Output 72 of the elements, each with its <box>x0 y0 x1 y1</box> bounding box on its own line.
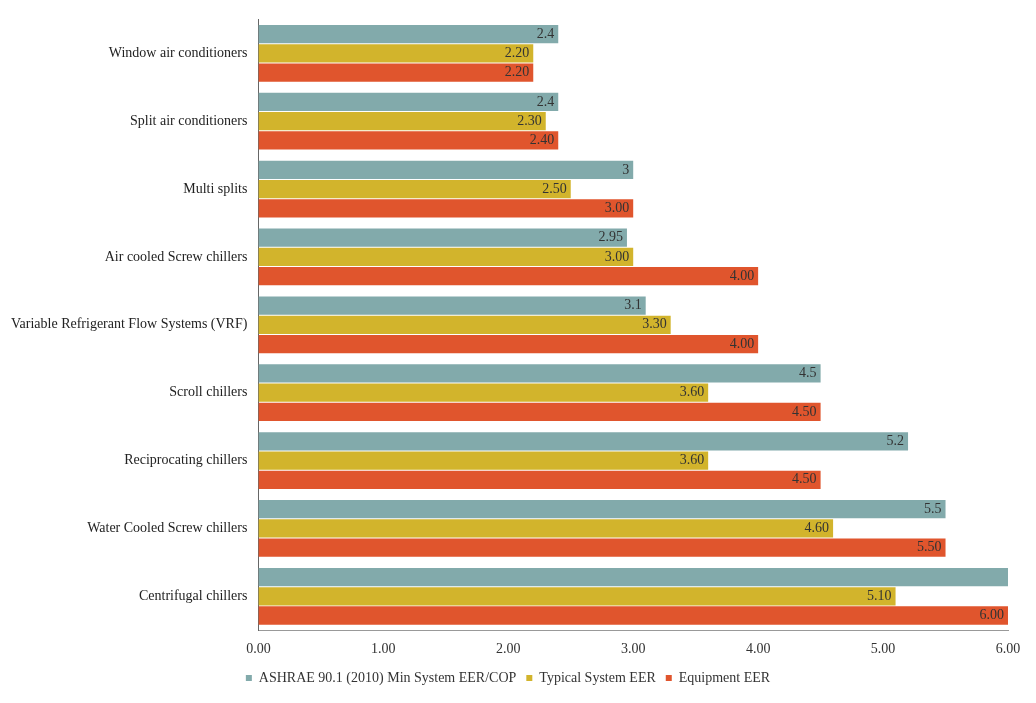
x-tick-label: 3.00 <box>620 641 646 657</box>
data-label: 4.50 <box>792 403 817 419</box>
bar <box>258 567 1008 587</box>
legend-label: Typical System EER <box>539 669 657 685</box>
bar <box>258 247 634 267</box>
bar <box>258 228 627 247</box>
bar <box>258 500 946 519</box>
y-tick-label: Air cooled Screw chillers <box>104 248 248 264</box>
bar <box>258 519 834 538</box>
bar <box>258 131 559 150</box>
bar <box>258 402 821 422</box>
data-label: 2.40 <box>529 132 555 148</box>
legend-label: ASHRAE 90.1 (2010) Min System EER/COP <box>258 669 517 686</box>
y-tick-label: Variable Refrigerant Flow Systems (VRF) <box>10 316 248 333</box>
bar <box>258 199 634 218</box>
data-label: 4.00 <box>729 335 755 351</box>
bar <box>258 451 709 470</box>
bar <box>258 112 546 131</box>
data-label: 4.60 <box>804 520 830 536</box>
bar <box>258 92 559 112</box>
data-label: 3.60 <box>679 452 705 468</box>
y-tick-label: Reciprocating chillers <box>124 452 248 468</box>
x-tick-label: 0.00 <box>246 641 271 657</box>
data-label: 5.5 <box>924 500 942 516</box>
bar <box>258 470 821 489</box>
bar <box>258 364 821 383</box>
x-tick-label: 5.00 <box>870 641 896 657</box>
x-tick-label: 1.00 <box>371 641 396 657</box>
y-tick-label: Water Cooled Screw chillers <box>87 520 248 536</box>
data-label: 2.20 <box>504 64 530 80</box>
data-label: 4.50 <box>792 471 817 487</box>
x-tick-label: 2.00 <box>496 641 521 657</box>
data-label: 2.20 <box>504 45 530 61</box>
y-tick-label: Split air conditioners <box>129 112 248 128</box>
data-label: 5.2 <box>886 432 905 448</box>
bar <box>258 63 534 82</box>
data-label: 6.00 <box>979 607 1004 623</box>
bar <box>258 606 1008 625</box>
data-label: 3 <box>622 161 630 177</box>
data-label: 3.00 <box>604 248 630 264</box>
data-label: 3.60 <box>679 384 705 400</box>
data-label: 2.95 <box>598 229 623 245</box>
bar <box>258 179 571 199</box>
data-label: 4.00 <box>729 267 755 283</box>
bar <box>258 160 634 179</box>
data-label: 3.1 <box>624 297 642 313</box>
bar <box>258 44 534 63</box>
data-label: 2.50 <box>542 180 567 196</box>
data-label: 2.30 <box>517 112 542 128</box>
bar <box>258 267 759 286</box>
y-tick-label: Scroll chillers <box>169 384 248 400</box>
x-tick-label: 4.00 <box>745 641 771 657</box>
data-label: 4.5 <box>799 365 817 381</box>
data-label: 5.10 <box>867 587 892 603</box>
bar <box>258 296 646 315</box>
y-tick-label: Multi splits <box>183 180 248 196</box>
data-label: 2.4 <box>536 25 555 41</box>
bar <box>258 587 896 606</box>
data-label: 2.4 <box>536 93 555 109</box>
legend-label: Equipment EER <box>678 669 771 685</box>
data-label: 3.00 <box>604 199 630 215</box>
bar <box>258 538 946 557</box>
bar <box>258 315 671 334</box>
y-tick-label: Window air conditioners <box>108 45 248 61</box>
bar <box>258 432 909 451</box>
y-tick-label: Centrifugal chillers <box>138 587 248 603</box>
bar <box>258 24 559 44</box>
x-tick-label: 6.00 <box>995 641 1021 657</box>
bar <box>258 334 759 354</box>
data-label: 5.50 <box>917 539 942 555</box>
bar <box>258 383 709 402</box>
data-label: 3.30 <box>642 316 667 332</box>
